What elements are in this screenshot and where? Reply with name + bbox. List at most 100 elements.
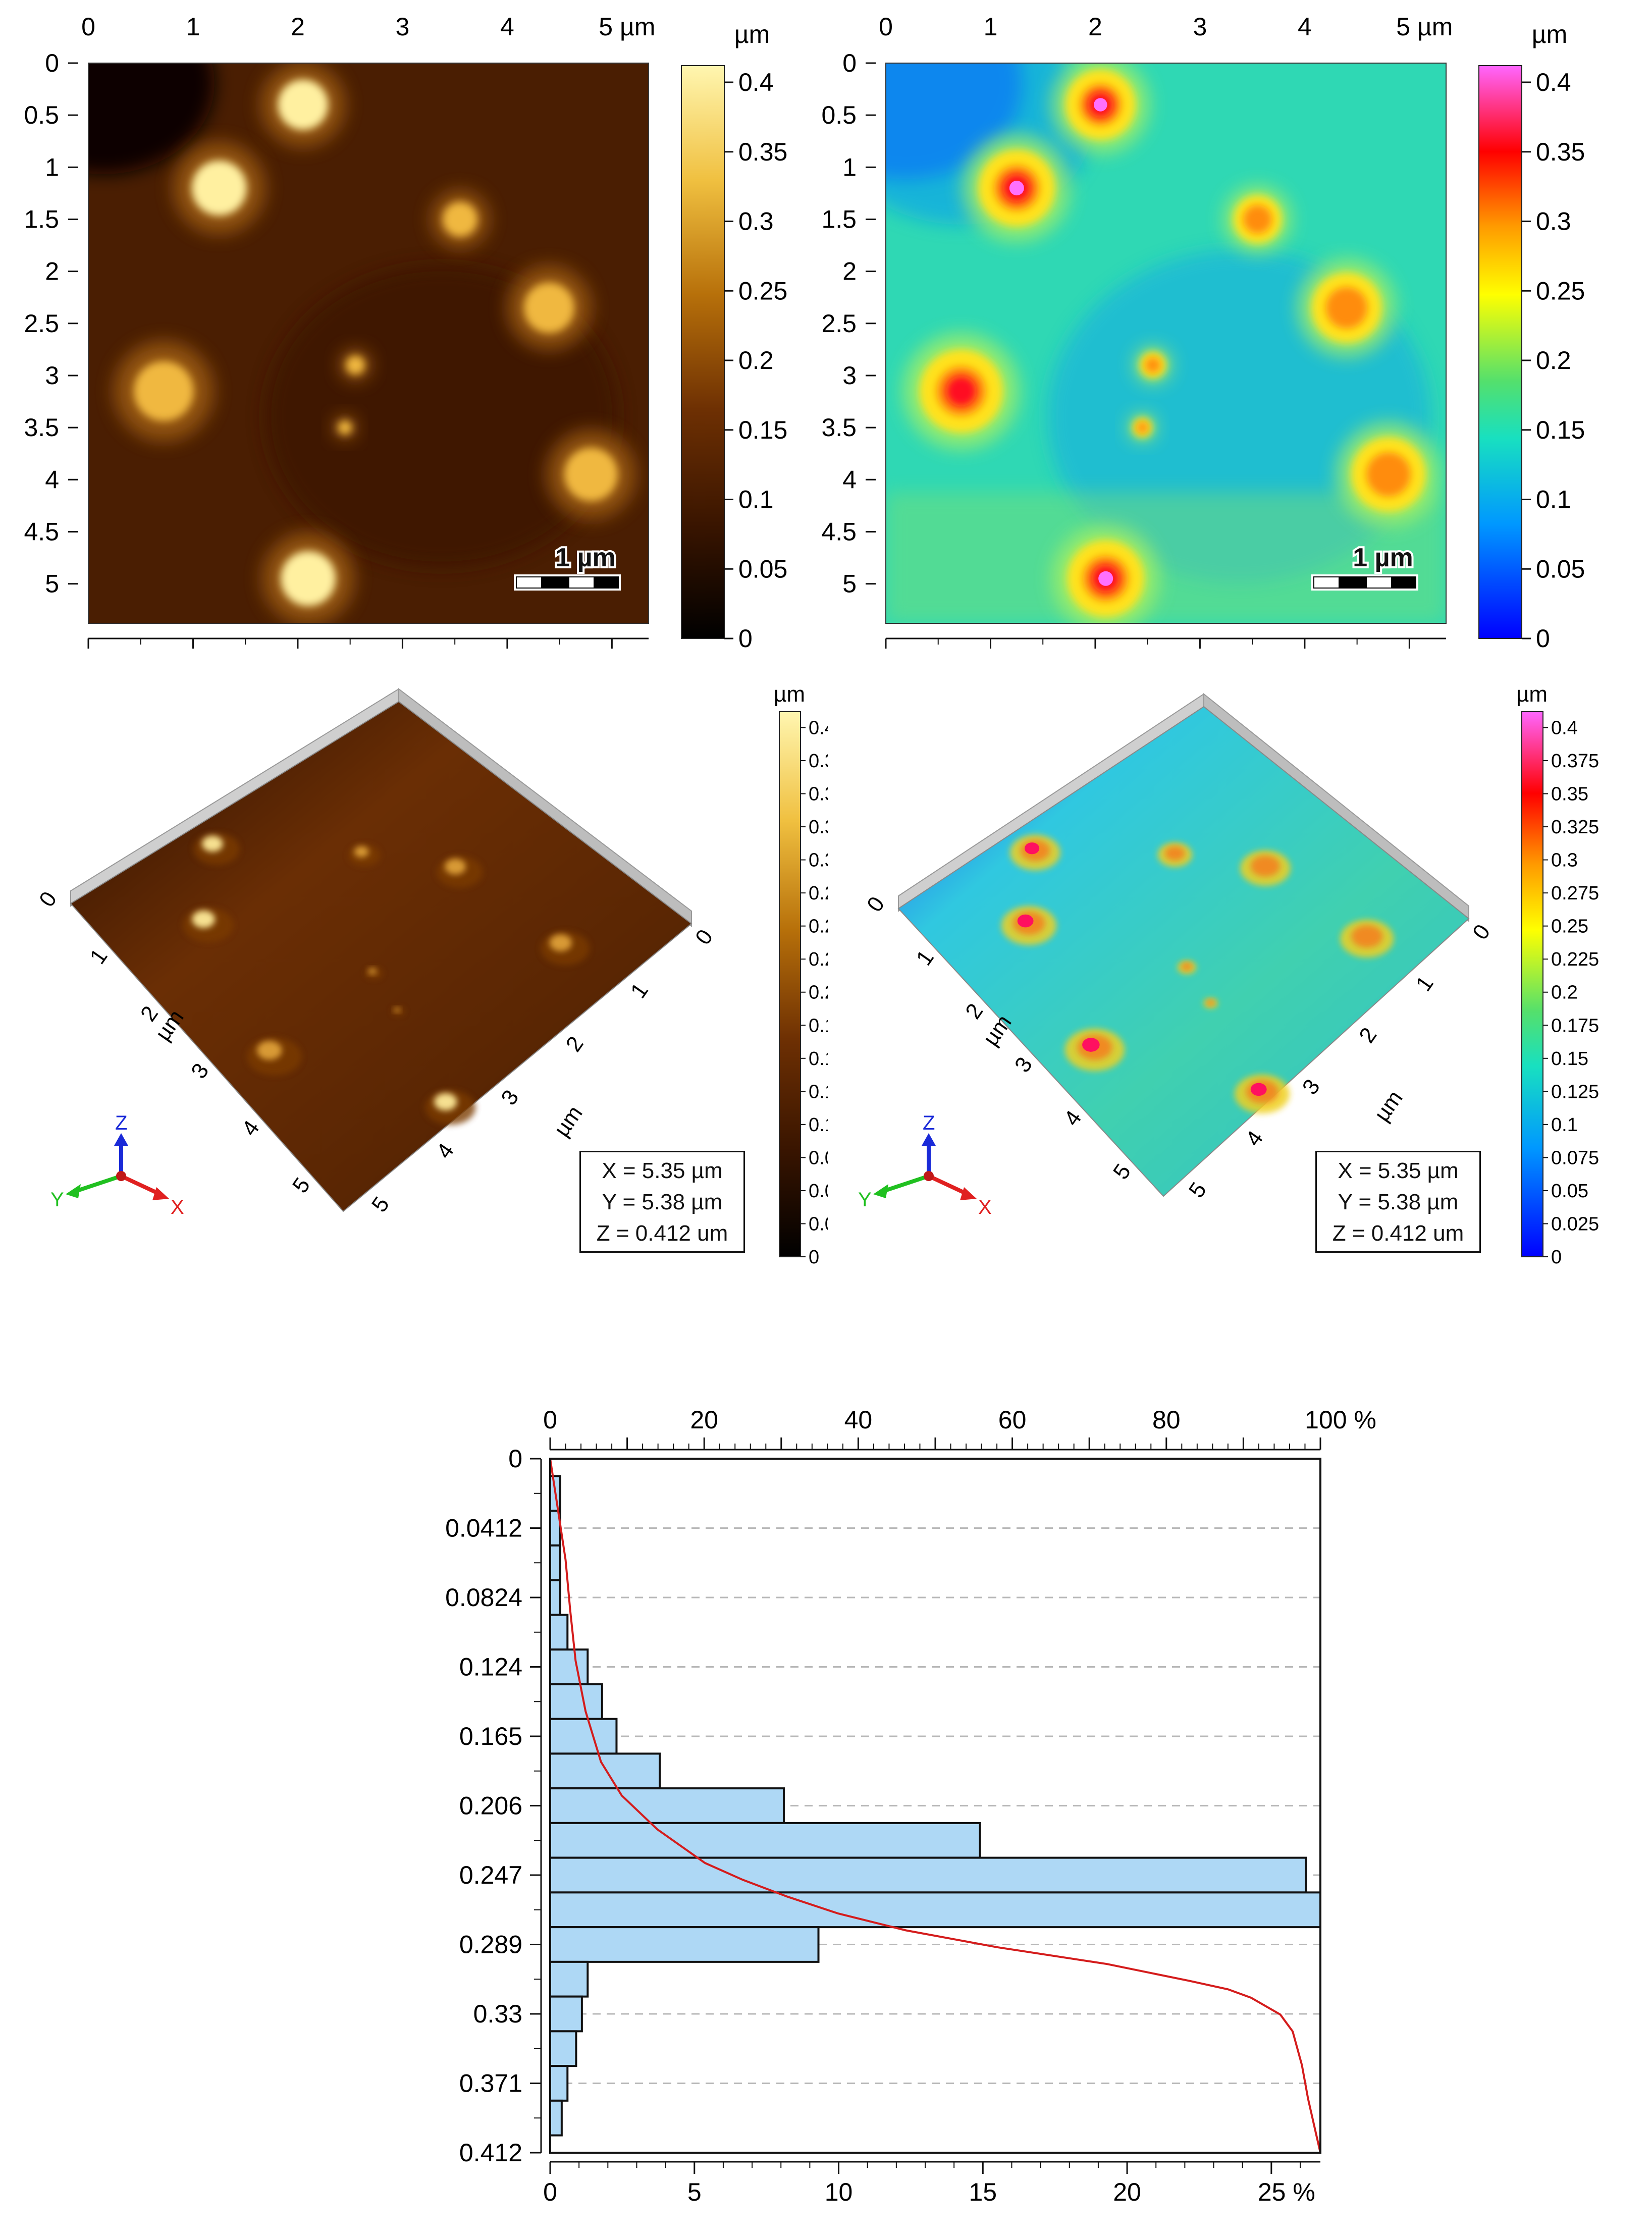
- histogram-bar: [549, 2030, 577, 2067]
- y-tick-label: 3.5: [24, 413, 59, 442]
- top-tick-label: 40: [844, 1406, 873, 1434]
- bump-3d: [1181, 963, 1193, 971]
- bump-mid: [1366, 452, 1411, 497]
- back-wall-right: [1203, 692, 1469, 923]
- triad-x-head: [960, 1187, 977, 1200]
- bump: [346, 355, 365, 375]
- right-tick-label: 2: [1354, 1023, 1381, 1047]
- axis-triad: Z X Y: [858, 1112, 992, 1218]
- dim-y: Y = 5.38 µm: [602, 1190, 723, 1214]
- front-tick-label: 0: [34, 887, 62, 912]
- scale-bar-segment: [569, 577, 594, 588]
- dark-corner: [88, 63, 215, 174]
- bump-top: [1009, 181, 1024, 196]
- y-tick-label: 0: [45, 49, 59, 77]
- front-tick-label: 3: [1010, 1052, 1037, 1077]
- y-tick-label: 4: [45, 465, 59, 494]
- colorbar-tick-label: 0.225: [809, 949, 828, 970]
- colorbar-tick-label: 0.125: [809, 1081, 828, 1102]
- dim-z: Z = 0.412 um: [596, 1221, 728, 1246]
- y-tick-label: 0.5: [821, 101, 857, 129]
- top-tick-label: 100 %: [1305, 1406, 1376, 1434]
- map-border: [885, 63, 1447, 624]
- colorbar-tick-label: 0.025: [809, 1213, 828, 1235]
- right-tick-label: 0: [1468, 920, 1495, 944]
- height-histogram: 0 0.0412 0.0824 0.124 0.165 0.206 0.247 0.289 0.…: [445, 1406, 1376, 2236]
- triad-z-label: Z: [923, 1112, 935, 1134]
- colorbar-unit: µm: [774, 682, 805, 707]
- scale-bar-segment: [1367, 577, 1391, 588]
- map-panel-rainbow: 0 1 2 3 4 5 µm 0 0.5 1 1.5 2 2.5 3 3.5 4 4.5 5 1 µm µm 0.4 0…: [821, 13, 1585, 651]
- bump-mid: [1145, 357, 1161, 373]
- x-tick-label: 4: [1298, 13, 1312, 41]
- colorbar-tick-label: 0.2: [1551, 982, 1578, 1003]
- histogram-bar: [549, 1891, 1321, 1929]
- raised-bottom: [886, 492, 1446, 623]
- bump-3d-peak: [1017, 914, 1034, 928]
- scale-bar: 1 µm: [514, 541, 621, 591]
- histogram-bar: [549, 1960, 589, 1998]
- y-tick-label: 4.5: [821, 517, 857, 546]
- view3d-panel-rainbow: 012345µm012345µmZXYµm0.40.3750.350.3250.…: [858, 682, 1599, 1268]
- colorbar-tick-label: 0.35: [738, 138, 787, 166]
- histogram-bar: [549, 1579, 562, 1616]
- y-tick-label: 2: [842, 257, 857, 286]
- bump: [191, 161, 247, 216]
- histogram-bar: [549, 1614, 569, 1651]
- bump-mid: [1243, 205, 1272, 234]
- colorbar-3d: [779, 711, 801, 1257]
- dim-z: Z = 0.412 um: [1332, 1221, 1464, 1246]
- triad-origin: [924, 1171, 934, 1181]
- right-tick-label: 1: [626, 979, 653, 1003]
- right-tick-label: 2: [561, 1032, 589, 1056]
- dimensions-box-rainbow: X = 5.35 µm Y = 5.38 µm Z = 0.412 um: [1315, 1151, 1481, 1253]
- colorbar-tick-label: 0.25: [809, 916, 828, 937]
- colorbar-tick-label: 0.1: [1536, 486, 1571, 514]
- bottom-tick-label: 20: [1113, 2178, 1141, 2206]
- colorbar-tick-label: 0.05: [809, 1181, 828, 1202]
- top-tick-label: 20: [690, 1406, 718, 1434]
- y-tick-label: 0: [842, 49, 857, 77]
- y-tick-label: 0.5: [24, 101, 59, 129]
- back-wall-right: [398, 687, 692, 928]
- dim-x: X = 5.35 µm: [602, 1158, 723, 1183]
- y-tick-label: 3.5: [821, 413, 857, 442]
- colorbar-3d: [1521, 711, 1543, 1257]
- colorbar-tick-label: 0.4: [738, 68, 774, 96]
- colorbar-tick-label: 0.3: [738, 207, 774, 236]
- right-axis-unit: µm: [549, 1101, 588, 1141]
- colorbar-tick-label: 0.275: [1551, 883, 1599, 904]
- colorbar-tick-label: 0.15: [809, 1048, 828, 1070]
- bump: [564, 448, 618, 501]
- colorbar-tick-label: 0.275: [809, 883, 828, 904]
- right-tick-label: 4: [432, 1139, 459, 1163]
- histogram-bar: [549, 1926, 820, 1963]
- colorbar-tick-label: 0.35: [809, 784, 828, 805]
- colorbar-tick-label: 0.35: [1551, 784, 1588, 805]
- colorbar-tick-label: 0.2: [1536, 346, 1571, 375]
- bump-3d: [445, 859, 466, 875]
- colorbar-tick-label: 0: [1536, 624, 1550, 651]
- histogram-bar: [549, 1752, 661, 1790]
- x-axis-bottom: [885, 637, 1446, 649]
- bump-3d: [1351, 925, 1383, 948]
- top-tick-label: 60: [998, 1406, 1027, 1434]
- top-tick-label: 0: [543, 1406, 557, 1434]
- x-tick-label: 1: [186, 13, 200, 41]
- x-tick-label: 0: [879, 13, 893, 41]
- right-tick-label: 3: [496, 1085, 523, 1109]
- colorbar-tick-label: 0.25: [1551, 916, 1588, 937]
- colorbar-tick-label: 0.025: [1551, 1213, 1599, 1235]
- x-tick-label: 3: [396, 13, 410, 41]
- colorbar-tick-label: 0.25: [1536, 277, 1585, 305]
- y-tick-label: 2.5: [821, 309, 857, 338]
- y-tick-label: 0.33: [473, 2000, 522, 2028]
- dim-y: Y = 5.38 µm: [1338, 1190, 1459, 1214]
- bottom-axis: 0 5 10 15 20 25 %: [543, 2161, 1320, 2206]
- bump-3d-peak: [1025, 842, 1040, 855]
- bump: [338, 420, 352, 435]
- y-tick-label: 4: [842, 465, 857, 494]
- view3d-panel-gold: 012345µm012345µmZXYµm0.40.3750.350.3250.…: [34, 682, 828, 1268]
- bump: [524, 283, 574, 333]
- bump-3d: [368, 968, 377, 975]
